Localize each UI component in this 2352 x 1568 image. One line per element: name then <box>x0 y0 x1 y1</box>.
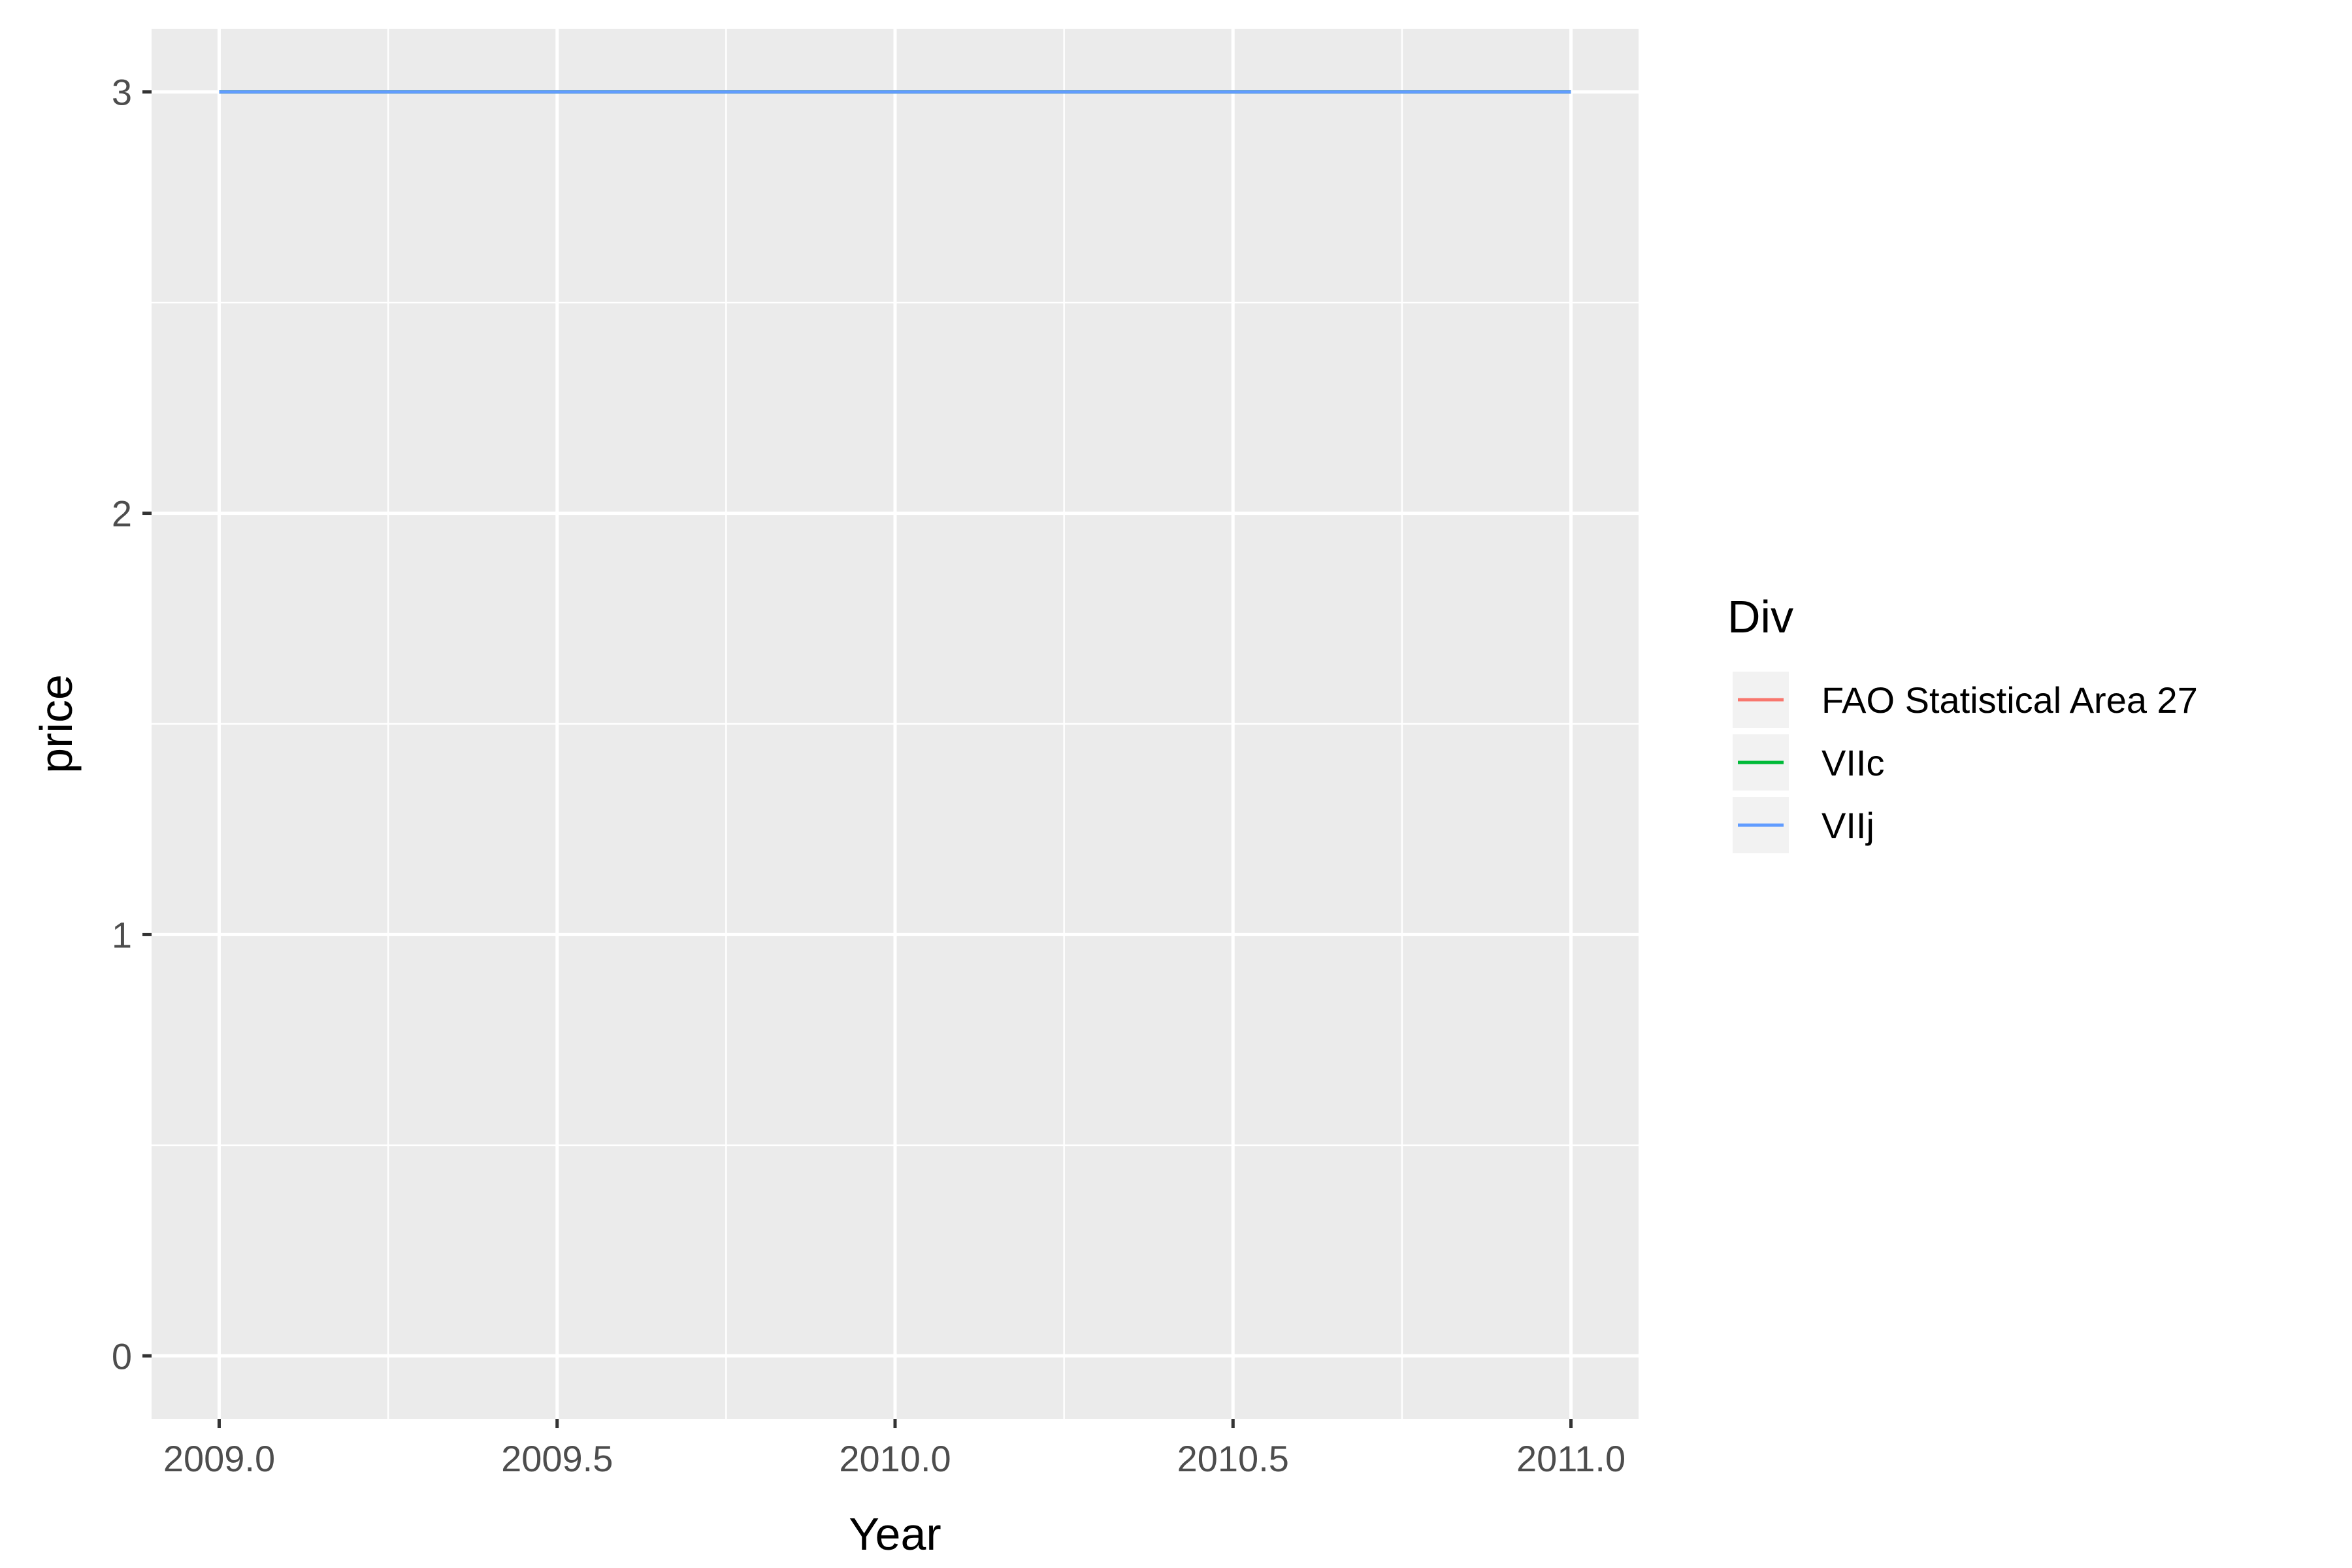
legend-title: Div <box>1727 591 1793 642</box>
y-tick-label: 1 <box>112 914 132 955</box>
legend-label: FAO Statistical Area 27 <box>1821 679 2198 721</box>
legend: Div FAO Statistical Area 27 VIIc VIIj <box>1727 591 2198 853</box>
legend-items: FAO Statistical Area 27 VIIc VIIj <box>1733 672 2198 853</box>
x-tick-label: 2011.0 <box>1516 1438 1625 1479</box>
legend-label: VIIc <box>1821 742 1884 783</box>
x-tick-label: 2009.5 <box>501 1438 613 1479</box>
x-axis: 2009.0 2009.5 2010.0 2010.5 2011.0 <box>163 1419 1625 1479</box>
x-tick-label: 2009.0 <box>163 1438 275 1479</box>
y-axis-title: price <box>31 674 82 774</box>
y-tick-label: 3 <box>112 72 132 113</box>
legend-label: VIIj <box>1821 805 1874 846</box>
x-axis-title: Year <box>849 1509 941 1560</box>
y-tick-label: 2 <box>112 493 132 534</box>
x-tick-label: 2010.0 <box>839 1438 951 1479</box>
x-tick-label: 2010.5 <box>1177 1438 1289 1479</box>
y-axis: 0 1 2 3 <box>112 72 152 1377</box>
y-tick-label: 0 <box>112 1335 132 1377</box>
